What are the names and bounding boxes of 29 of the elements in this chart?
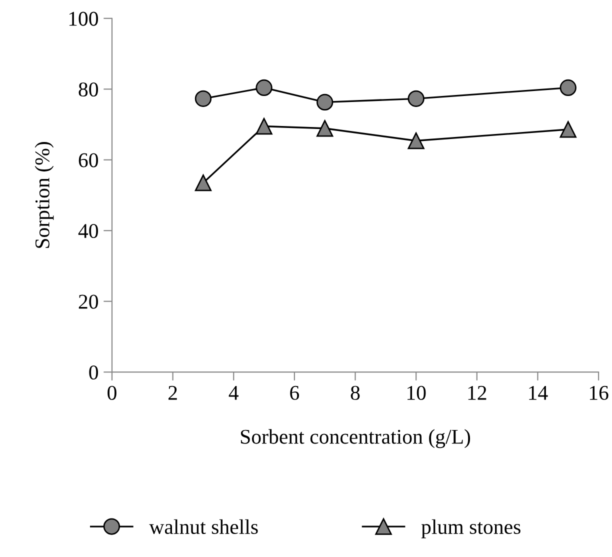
point [256, 118, 272, 135]
x-tick-label: 2 [168, 386, 177, 400]
y-tick-label: 20 [78, 294, 98, 309]
x-tick-label: 14 [529, 386, 548, 400]
x-tick-label: 12 [468, 386, 486, 400]
x-axis-title: Sorbent concentration (g/L) [240, 429, 470, 448]
x-tick-label: 16 [590, 386, 608, 400]
y-axis-title: Sorption (%) [34, 142, 54, 248]
x-tick-label: 4 [228, 386, 239, 400]
point [256, 79, 272, 96]
legend-label: plum stones [421, 519, 520, 538]
point [408, 132, 424, 150]
y-tick-label: 100 [69, 12, 98, 26]
x-tick-label: 10 [408, 386, 426, 400]
x-tick-label: 8 [350, 386, 360, 400]
y-tick-label: 60 [78, 153, 98, 168]
point [560, 121, 576, 138]
x-tick-label: 0 [108, 386, 116, 400]
point [194, 90, 212, 108]
point [194, 174, 212, 192]
x-tick-label: 6 [290, 386, 300, 400]
legend-label: walnut shells [149, 519, 258, 534]
y-tick-label: 80 [78, 82, 98, 97]
point [316, 120, 334, 137]
point [316, 94, 334, 111]
y-tick-label: 40 [78, 224, 98, 238]
point [560, 79, 576, 96]
y-tick-label: 0 [89, 365, 98, 380]
point [408, 90, 424, 108]
